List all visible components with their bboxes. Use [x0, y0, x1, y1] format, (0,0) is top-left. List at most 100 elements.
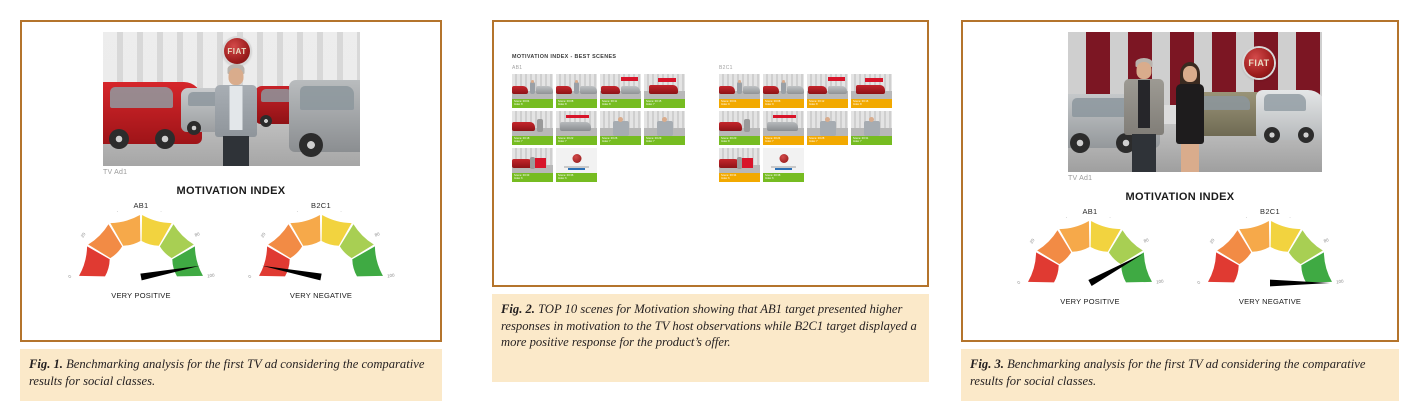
figure-3-caption-text: Benchmarking analysis for the first TV a… [970, 357, 1366, 388]
figure-3-panel: FIAT [961, 20, 1399, 342]
floor-icon [600, 90, 641, 99]
scene-image [600, 111, 641, 136]
scene-time: Scene: 00:34 [721, 174, 737, 177]
gauge-label-ab1-fig3: AB1 [1082, 207, 1098, 216]
scene-thumbnail[interactable]: Scene: 00:08 Index 9 [763, 74, 804, 108]
scene-score-bar: Scene: 00:11 Index 8 [600, 99, 641, 108]
gauge-dial-b2c1-fig3: 0 20 40 60 80 100 [1196, 217, 1344, 287]
scene-score-bar: Scene: 00:33 Index 6 [512, 173, 553, 182]
host-head-icon [868, 116, 875, 122]
gauge-dial-ab1-fig3: 0 20 40 60 80 100 [1016, 217, 1164, 286]
promo-banner-icon [741, 158, 753, 168]
figure-3-caption: Fig. 3. Benchmarking analysis for the fi… [961, 349, 1399, 401]
gauge-caption-ab1-fig3: VERY POSITIVE [1060, 297, 1120, 306]
tv-ad-screenshot-1: FIAT [103, 32, 360, 166]
scene-image [644, 74, 685, 99]
tv-ad-label-1: TV Ad1 [103, 169, 128, 176]
promo-banner-icon [534, 158, 546, 168]
floor-icon [719, 164, 760, 173]
scene-thumbnail[interactable]: Scene: 00:08 Index 8 [556, 74, 597, 108]
floor-icon [851, 90, 892, 99]
scene-time: Scene: 00:26 [602, 137, 618, 140]
scene-thumbnail[interactable]: Scene: 00:34 Index 6 [719, 148, 760, 182]
scene-thumbnail[interactable]: Scene: 00:11 Index 8 [600, 74, 641, 108]
car-icon [742, 85, 760, 94]
car-icon [512, 85, 529, 94]
car-icon [827, 86, 848, 94]
scene-time: Scene: 00:16 [853, 100, 869, 103]
scene-image [807, 74, 848, 99]
scene-time: Scene: 00:29 [646, 137, 662, 140]
scene-score-bar: Scene: 00:04 Index 9 [719, 99, 760, 108]
scene-thumbnail[interactable]: Scene: 00:36 Index 6 [556, 148, 597, 182]
scene-time: Scene: 00:08 [558, 100, 574, 103]
scene-thumbnail[interactable]: Scene: 00:22 Index 7 [556, 111, 597, 145]
host-icon [537, 119, 544, 132]
scene-score-bar: Scene: 00:38 Index 6 [763, 173, 804, 182]
scene-thumbnail[interactable]: Scene: 00:28 Index 7 [807, 111, 848, 145]
scene-index: Index 7 [809, 140, 818, 144]
svg-text:60: 60 [338, 211, 345, 213]
figure-2-caption-label: Fig. 2. [501, 302, 535, 316]
scene-time: Scene: 00:24 [765, 137, 781, 140]
figure-2: MOTIVATION INDEX - BEST SCENES AB1 Scene… [492, 0, 929, 382]
promo-banner-icon [772, 114, 796, 118]
host-head-icon [781, 80, 786, 83]
scene-thumbnail[interactable]: Scene: 00:24 Index 7 [763, 111, 804, 145]
promo-banner-icon [864, 78, 883, 82]
scene-thumbnail[interactable]: Scene: 00:12 Index 8 [807, 74, 848, 108]
car-icon [719, 85, 736, 94]
promo-banner-icon [657, 78, 676, 82]
scene-thumbnail[interactable]: Scene: 00:31 Index 7 [851, 111, 892, 145]
scene-thumbnail[interactable]: Scene: 00:04 Index 9 [719, 74, 760, 108]
figure-1-panel: FIAT [20, 20, 442, 342]
scene-image [851, 74, 892, 99]
svg-text:40: 40 [295, 211, 302, 213]
promo-banner-icon [828, 76, 845, 81]
host-icon [530, 81, 535, 94]
scene-thumbnail[interactable]: Scene: 00:38 Index 6 [763, 148, 804, 182]
svg-text:60: 60 [158, 211, 165, 213]
svg-text:80: 80 [1323, 237, 1330, 244]
gauge-group-1: AB1 0 20 40 60 80 100 VERY POSITIVE B2C1 0 20 4… [22, 201, 440, 300]
figure-2-panel: MOTIVATION INDEX - BEST SCENES AB1 Scene… [492, 20, 929, 287]
scene-time: Scene: 00:36 [558, 174, 574, 177]
car-icon [767, 121, 799, 131]
column-label-ab1: AB1 [512, 65, 523, 71]
host-icon [737, 157, 742, 169]
svg-text:40: 40 [1064, 217, 1071, 219]
scene-image [512, 74, 553, 99]
floor-icon [512, 90, 553, 99]
figure-1-caption: Fig. 1. Benchmarking analysis for the fi… [20, 349, 442, 401]
car-icon [807, 85, 827, 94]
host-icon [744, 119, 751, 132]
scene-thumbnail[interactable]: Scene: 00:18 Index 7 [512, 111, 553, 145]
scene-thumbnail[interactable]: Scene: 00:33 Index 6 [512, 148, 553, 182]
scene-index: Index 9 [721, 103, 730, 107]
promo-banner-icon [565, 114, 589, 118]
host-torso-icon [864, 120, 880, 136]
figure-3: FIAT [961, 0, 1399, 401]
scene-image [719, 111, 760, 136]
scene-thumbnail[interactable]: Scene: 00:15 Index 7 [644, 74, 685, 108]
scene-thumbnail[interactable]: Scene: 00:04 Index 8 [512, 74, 553, 108]
scene-thumbnail[interactable]: Scene: 00:26 Index 7 [600, 111, 641, 145]
svg-text:0: 0 [67, 274, 73, 279]
scene-thumbnail[interactable]: Scene: 00:29 Index 7 [644, 111, 685, 145]
host-head-icon [617, 116, 624, 122]
scene-thumbnail[interactable]: Scene: 00:16 Index 8 [851, 74, 892, 108]
scene-time: Scene: 00:08 [765, 100, 781, 103]
floor-icon [644, 90, 685, 99]
gauge-caption-b2c1-fig3: VERY NEGATIVE [1238, 297, 1302, 306]
svg-text:100: 100 [1156, 279, 1164, 285]
scene-time: Scene: 00:33 [514, 174, 530, 177]
tv-host-icon [213, 64, 259, 166]
figure-3-caption-label: Fig. 3. [970, 357, 1004, 371]
host-head-icon [661, 116, 668, 122]
car-icon [855, 85, 886, 94]
scene-score-bar: Scene: 00:28 Index 7 [807, 136, 848, 145]
scene-thumbnail[interactable]: Scene: 00:20 Index 8 [719, 111, 760, 145]
tv-ad-screenshot-wrap-1: FIAT [22, 22, 440, 176]
scene-index: Index 6 [558, 177, 567, 181]
svg-text:20: 20 [80, 231, 87, 238]
